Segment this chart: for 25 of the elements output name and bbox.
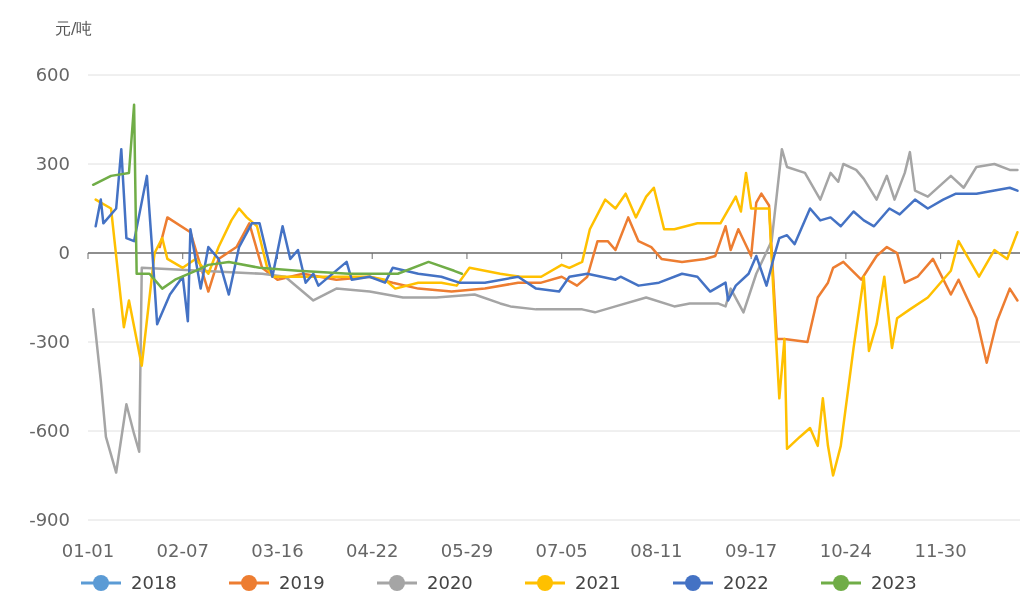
x-tick-label: 10-24 xyxy=(819,540,873,561)
y-tick-label: 0 xyxy=(58,242,70,264)
y-axis-title: 元/吨 xyxy=(55,19,93,38)
line-series xyxy=(91,103,464,290)
x-tick-label: 05-29 xyxy=(440,540,494,561)
y-tick-label: -300 xyxy=(29,331,70,353)
legend-label: 2018 xyxy=(131,572,177,594)
y-tick-label: -600 xyxy=(29,420,70,442)
legend-label: 2021 xyxy=(575,572,621,594)
y-tick-label: 300 xyxy=(35,153,70,175)
x-tick-label: 03-16 xyxy=(251,540,304,561)
legend-label: 2023 xyxy=(871,572,917,594)
legend-label: 2019 xyxy=(279,572,325,594)
x-tick-label: 11-30 xyxy=(914,540,967,561)
x-tick-label: 04-22 xyxy=(346,540,399,561)
y-tick-label: -900 xyxy=(29,509,70,531)
x-tick-label: 07-05 xyxy=(535,540,588,561)
x-tick-label: 08-11 xyxy=(630,540,683,561)
legend-label: 2022 xyxy=(723,572,769,594)
x-tick-label: 02-07 xyxy=(156,540,209,561)
x-tick-label: 01-01 xyxy=(61,540,115,561)
y-tick-label: 600 xyxy=(35,64,70,86)
x-tick-label: 09-17 xyxy=(725,540,778,561)
line-series xyxy=(94,147,1019,326)
legend-label: 2020 xyxy=(427,572,473,594)
